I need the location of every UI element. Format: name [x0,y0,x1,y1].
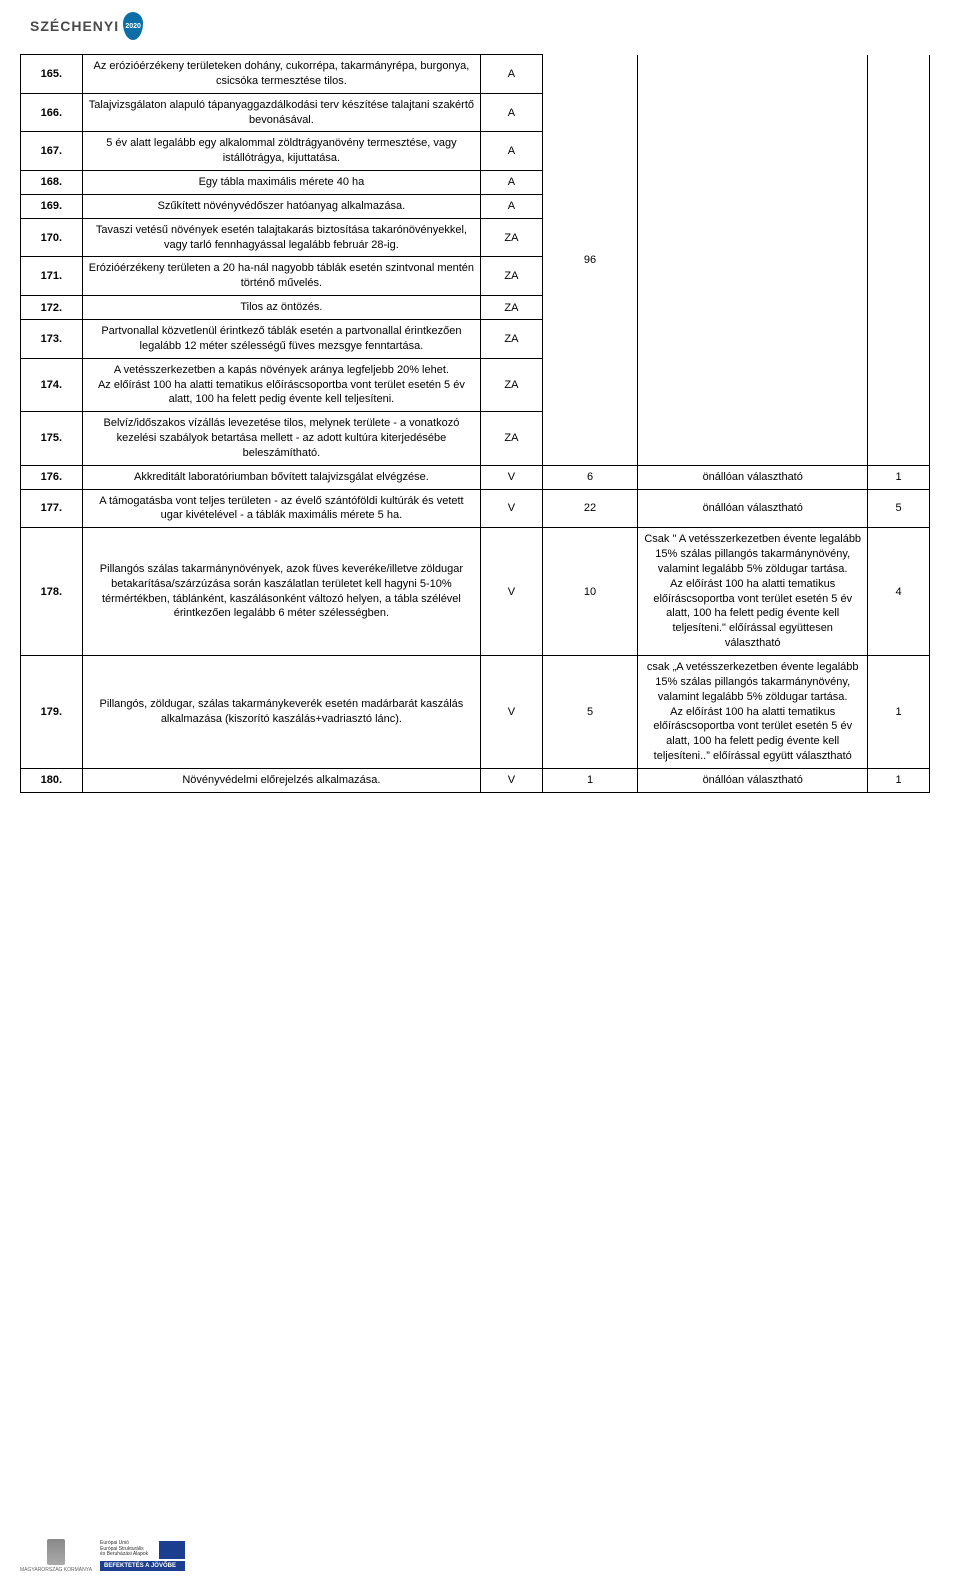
eu-flag-icon [159,1541,185,1559]
row-score: 1 [542,768,637,792]
brand-pin-icon: 2020 [123,12,143,40]
row-number: 173. [21,319,83,358]
row-code: V [481,528,543,656]
brand-text: SZÉCHENYI [30,18,119,34]
row-count: 1 [868,768,930,792]
row-code: V [481,489,543,528]
row-score: 6 [542,465,637,489]
row-number: 167. [21,132,83,171]
row-code: A [481,55,543,94]
regulation-table: 165.Az erózióérzékeny területeken dohány… [20,54,930,793]
row-number: 165. [21,55,83,94]
row-code: ZA [481,358,543,412]
row-code: A [481,171,543,195]
row-description: Pillangós, zöldugar, szálas takarmánykev… [82,656,480,769]
row-note: Csak " A vetésszerkezetben évente legalá… [638,528,868,656]
header-logo: SZÉCHENYI 2020 [0,0,960,44]
row-note: önállóan választható [638,489,868,528]
row-description: Akkreditált laboratóriumban bővített tal… [82,465,480,489]
row-number: 169. [21,194,83,218]
row-description: 5 év alatt legalább egy alkalommal zöldt… [82,132,480,171]
footer-korm: MAGYARORSZÁG KORMÁNYA [20,1567,92,1573]
row-number: 176. [21,465,83,489]
row-number: 175. [21,412,83,466]
row-description: Partvonallal közvetlenül érintkező táblá… [82,319,480,358]
row-number: 170. [21,218,83,257]
table-row: 176.Akkreditált laboratóriumban bővített… [21,465,930,489]
row-number: 171. [21,257,83,296]
row-number: 174. [21,358,83,412]
row-number: 180. [21,768,83,792]
crest-icon [47,1539,65,1565]
table-row: 165.Az erózióérzékeny területeken dohány… [21,55,930,94]
table-row: 178.Pillangós szálas takarmánynövények, … [21,528,930,656]
row-note: önállóan választható [638,465,868,489]
row-code: ZA [481,296,543,320]
footer-slogan: BEFEKTETÉS A JÖVŐBE [100,1561,185,1571]
row-score: 22 [542,489,637,528]
row-count: 1 [868,465,930,489]
row-description: Szűkített növényvédőszer hatóanyag alkal… [82,194,480,218]
row-count: 5 [868,489,930,528]
row-description: A támogatásba vont teljes területen - az… [82,489,480,528]
row-count: 1 [868,656,930,769]
row-code: ZA [481,319,543,358]
row-count: 4 [868,528,930,656]
row-description: Pillangós szálas takarmánynövények, azok… [82,528,480,656]
row-description: Erózióérzékeny területen a 20 ha-nál nag… [82,257,480,296]
row-description: Belvíz/időszakos vízállás levezetése til… [82,412,480,466]
row-score: 5 [542,656,637,769]
row-code: ZA [481,218,543,257]
row-description: Tavaszi vetésű növények esetén talajtaka… [82,218,480,257]
row-code: A [481,132,543,171]
row-number: 179. [21,656,83,769]
row-number: 177. [21,489,83,528]
row-number: 168. [21,171,83,195]
page-footer: MAGYARORSZÁG KORMÁNYA Európai Unió Európ… [0,1531,960,1587]
row-score: 10 [542,528,637,656]
merged-count [868,55,930,466]
table-row: 179.Pillangós, zöldugar, szálas takarmán… [21,656,930,769]
row-description: Talajvizsgálaton alapuló tápanyaggazdálk… [82,93,480,132]
row-code: A [481,93,543,132]
brand-year: 2020 [125,23,141,30]
table-row: 180.Növényvédelmi előrejelzés alkalmazás… [21,768,930,792]
row-code: V [481,465,543,489]
merged-score: 96 [542,55,637,466]
table-row: 177.A támogatásba vont teljes területen … [21,489,930,528]
row-description: Tilos az öntözés. [82,296,480,320]
merged-note [638,55,868,466]
row-number: 166. [21,93,83,132]
row-note: csak „A vetésszerkezetben évente legaláb… [638,656,868,769]
row-code: V [481,768,543,792]
row-code: ZA [481,257,543,296]
footer-eu-text: Európai Unió Európai Strukturális és Ber… [100,1541,155,1558]
row-description: A vetésszerkezetben a kapás növények ará… [82,358,480,412]
row-code: A [481,194,543,218]
row-description: Egy tábla maximális mérete 40 ha [82,171,480,195]
row-number: 172. [21,296,83,320]
row-note: önállóan választható [638,768,868,792]
row-description: Az erózióérzékeny területeken dohány, cu… [82,55,480,94]
row-code: V [481,656,543,769]
row-number: 178. [21,528,83,656]
row-description: Növényvédelmi előrejelzés alkalmazása. [82,768,480,792]
row-code: ZA [481,412,543,466]
